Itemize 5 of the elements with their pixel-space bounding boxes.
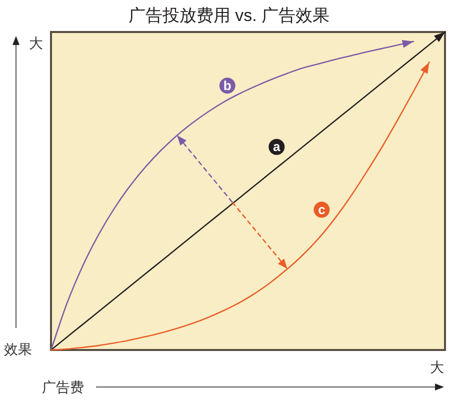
xlabel: 广告费 bbox=[42, 379, 84, 395]
annotation: 大 bbox=[430, 359, 444, 375]
title: 广告投放费用 vs. 广告效果 bbox=[128, 6, 330, 25]
annotation: 大 bbox=[29, 35, 43, 51]
ylabel: 效果 bbox=[4, 341, 32, 357]
